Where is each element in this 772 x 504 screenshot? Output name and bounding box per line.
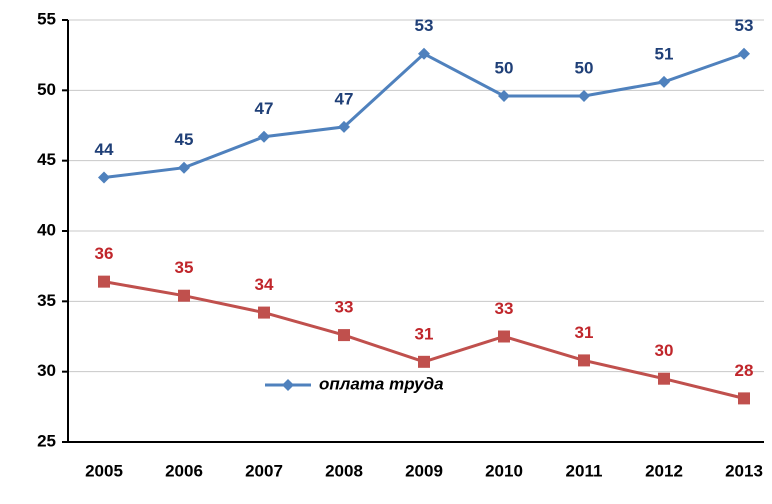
data-point	[578, 354, 590, 367]
x-tick-label: 2006	[165, 461, 203, 480]
data-point	[418, 355, 430, 368]
data-point	[178, 289, 190, 302]
data-point	[498, 330, 510, 343]
data-label: 53	[735, 16, 754, 35]
data-point	[738, 392, 750, 405]
data-label: 31	[575, 323, 594, 342]
data-label: 53	[415, 16, 434, 35]
data-label: 50	[575, 58, 594, 77]
data-label: 51	[655, 44, 674, 63]
data-label: 30	[655, 341, 674, 360]
data-point	[578, 89, 590, 102]
data-label: 31	[415, 324, 434, 343]
y-tick-label: 30	[37, 361, 56, 380]
x-tick-label: 2007	[245, 461, 283, 480]
data-label: 33	[495, 299, 514, 318]
data-point	[258, 130, 270, 143]
y-tick-label: 45	[37, 150, 56, 169]
y-tick-label: 55	[37, 9, 56, 28]
x-tick-label: 2008	[325, 461, 363, 480]
data-point	[98, 171, 110, 184]
data-point	[258, 306, 270, 319]
data-point	[498, 89, 510, 102]
x-tick-label: 2012	[645, 461, 683, 480]
data-label: 45	[175, 130, 194, 149]
data-point	[178, 161, 190, 174]
data-label: 50	[495, 58, 514, 77]
y-tick-label: 50	[37, 80, 56, 99]
x-tick-label: 2005	[85, 461, 123, 480]
x-tick-label: 2009	[405, 461, 443, 480]
data-point	[738, 47, 750, 60]
data-label: 33	[335, 298, 354, 317]
x-tick-label: 2010	[485, 461, 523, 480]
data-point	[98, 275, 110, 288]
x-tick-label: 2011	[566, 461, 603, 480]
data-point	[418, 47, 430, 60]
y-tick-label: 40	[37, 220, 56, 239]
x-tick-label: 2013	[725, 461, 763, 480]
y-tick-label: 25	[37, 431, 56, 450]
data-label: 47	[335, 89, 354, 108]
series-line	[103, 51, 745, 180]
data-label: 28	[735, 361, 754, 380]
y-tick-label: 35	[37, 291, 56, 310]
data-point	[658, 372, 670, 385]
legend-marker	[282, 379, 294, 391]
data-point	[338, 329, 350, 342]
data-label: 35	[175, 258, 194, 277]
data-point	[658, 75, 670, 88]
data-label: 34	[255, 275, 274, 294]
data-label: 47	[255, 99, 274, 118]
data-label: 44	[95, 140, 114, 159]
data-point	[338, 120, 350, 133]
legend-label: оплата труда	[319, 374, 444, 393]
data-label: 36	[95, 244, 114, 263]
